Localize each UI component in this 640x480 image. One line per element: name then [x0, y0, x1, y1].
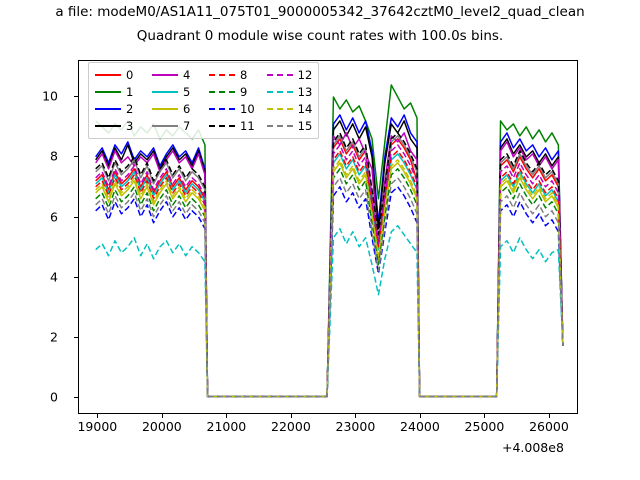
x-tick-label-26000: 26000 — [529, 419, 569, 434]
legend-label-12: 12 — [297, 67, 313, 82]
x-axis-offset-text: +4.008e8 — [502, 440, 564, 455]
data-line-15 — [95, 177, 564, 398]
legend-item-7[interactable]: 7 — [152, 117, 197, 134]
figure-suptitle: a file: modeM0/AS1A11_075T01_9000005342_… — [55, 4, 585, 20]
data-line-2 — [95, 114, 564, 398]
legend-label-3: 3 — [126, 118, 134, 133]
legend-item-3[interactable]: 3 — [95, 117, 140, 134]
legend-label-7: 7 — [183, 118, 191, 133]
legend-line-swatch-4 — [152, 73, 178, 76]
data-line-13 — [95, 225, 564, 398]
legend-item-1[interactable]: 1 — [95, 83, 140, 100]
legend-line-swatch-8 — [209, 73, 235, 76]
y-tick-label-6: 6 — [50, 209, 58, 225]
legend-line-swatch-2 — [95, 107, 121, 110]
data-line-0 — [95, 138, 564, 398]
legend-item-12[interactable]: 12 — [266, 66, 313, 83]
legend-label-15: 15 — [297, 118, 313, 133]
x-tick-mark-25000 — [484, 414, 486, 418]
data-line-5 — [95, 153, 564, 398]
x-tick-label-25000: 25000 — [464, 419, 505, 434]
legend-label-9: 9 — [240, 84, 248, 99]
y-tick-label-2: 2 — [50, 329, 58, 345]
data-line-7 — [95, 135, 564, 398]
legend-line-swatch-3 — [95, 124, 121, 127]
x-tick-mark-21000 — [226, 414, 228, 418]
legend-label-1: 1 — [126, 84, 134, 99]
x-tick-mark-23000 — [355, 414, 357, 418]
legend-item-5[interactable]: 5 — [152, 83, 197, 100]
legend-label-6: 6 — [183, 101, 191, 116]
legend-item-15[interactable]: 15 — [266, 117, 313, 134]
legend-item-4[interactable]: 4 — [152, 66, 197, 83]
x-tick-label-23000: 23000 — [335, 419, 376, 434]
legend-item-2[interactable]: 2 — [95, 100, 140, 117]
legend-label-11: 11 — [240, 118, 255, 133]
legend-line-swatch-9 — [209, 90, 235, 93]
legend-label-14: 14 — [297, 101, 313, 116]
legend-line-swatch-7 — [152, 124, 178, 127]
data-line-11 — [95, 132, 564, 398]
legend-item-0[interactable]: 0 — [95, 66, 140, 83]
legend-label-8: 8 — [240, 67, 248, 82]
plot-axes — [78, 60, 578, 414]
legend-label-2: 2 — [126, 101, 134, 116]
legend-line-swatch-13 — [266, 90, 293, 93]
data-line-10 — [95, 186, 564, 398]
legend-item-13[interactable]: 13 — [266, 83, 313, 100]
legend-line-swatch-12 — [266, 73, 293, 76]
data-line-3 — [95, 120, 564, 398]
legend-item-6[interactable]: 6 — [152, 100, 197, 117]
data-line-4 — [95, 132, 564, 398]
x-tick-mark-26000 — [548, 414, 550, 418]
x-tick-label-19000: 19000 — [77, 419, 118, 434]
x-tick-label-24000: 24000 — [400, 419, 440, 434]
legend-line-swatch-15 — [266, 124, 293, 127]
x-tick-label-20000: 20000 — [141, 419, 182, 434]
x-tick-mark-19000 — [97, 414, 99, 418]
y-tick-mark-10 — [74, 96, 78, 98]
legend-line-swatch-6 — [152, 107, 178, 110]
y-tick-label-0: 0 — [50, 389, 58, 405]
legend-line-swatch-10 — [209, 107, 235, 110]
legend-item-14[interactable]: 14 — [266, 100, 313, 117]
y-tick-mark-0 — [74, 397, 78, 399]
legend-label-4: 4 — [183, 67, 191, 82]
legend-line-swatch-0 — [95, 73, 121, 76]
legend-line-swatch-5 — [152, 90, 178, 93]
data-line-6 — [95, 162, 564, 398]
data-line-8 — [95, 150, 564, 398]
legend-item-10[interactable]: 10 — [209, 100, 255, 117]
y-tick-label-4: 4 — [50, 269, 58, 285]
legend-label-13: 13 — [297, 84, 313, 99]
y-tick-label-8: 8 — [50, 148, 58, 164]
y-tick-mark-6 — [74, 216, 78, 218]
x-tick-mark-24000 — [419, 414, 421, 418]
legend-label-5: 5 — [183, 84, 191, 99]
y-tick-mark-4 — [74, 276, 78, 278]
legend-label-10: 10 — [240, 101, 255, 116]
legend-box[interactable]: 0 4 8 12 1 5 9 13 2 6 10 14 3 7 11 15 — [88, 62, 320, 139]
y-tick-mark-8 — [74, 156, 78, 158]
x-tick-mark-20000 — [161, 414, 163, 418]
legend-item-9[interactable]: 9 — [209, 83, 255, 100]
legend-label-0: 0 — [126, 67, 134, 82]
x-tick-label-21000: 21000 — [206, 419, 247, 434]
x-tick-mark-22000 — [290, 414, 292, 418]
x-tick-label-22000: 22000 — [271, 419, 311, 434]
legend-line-swatch-11 — [209, 124, 235, 127]
legend-line-swatch-1 — [95, 90, 121, 93]
legend-item-11[interactable]: 11 — [209, 117, 255, 134]
y-tick-mark-2 — [74, 337, 78, 339]
data-line-12 — [95, 144, 564, 398]
y-tick-label-10: 10 — [42, 88, 58, 104]
axes-title: Quadrant 0 module wise count rates with … — [136, 28, 504, 44]
legend-item-8[interactable]: 8 — [209, 66, 255, 83]
legend-line-swatch-14 — [266, 107, 293, 110]
